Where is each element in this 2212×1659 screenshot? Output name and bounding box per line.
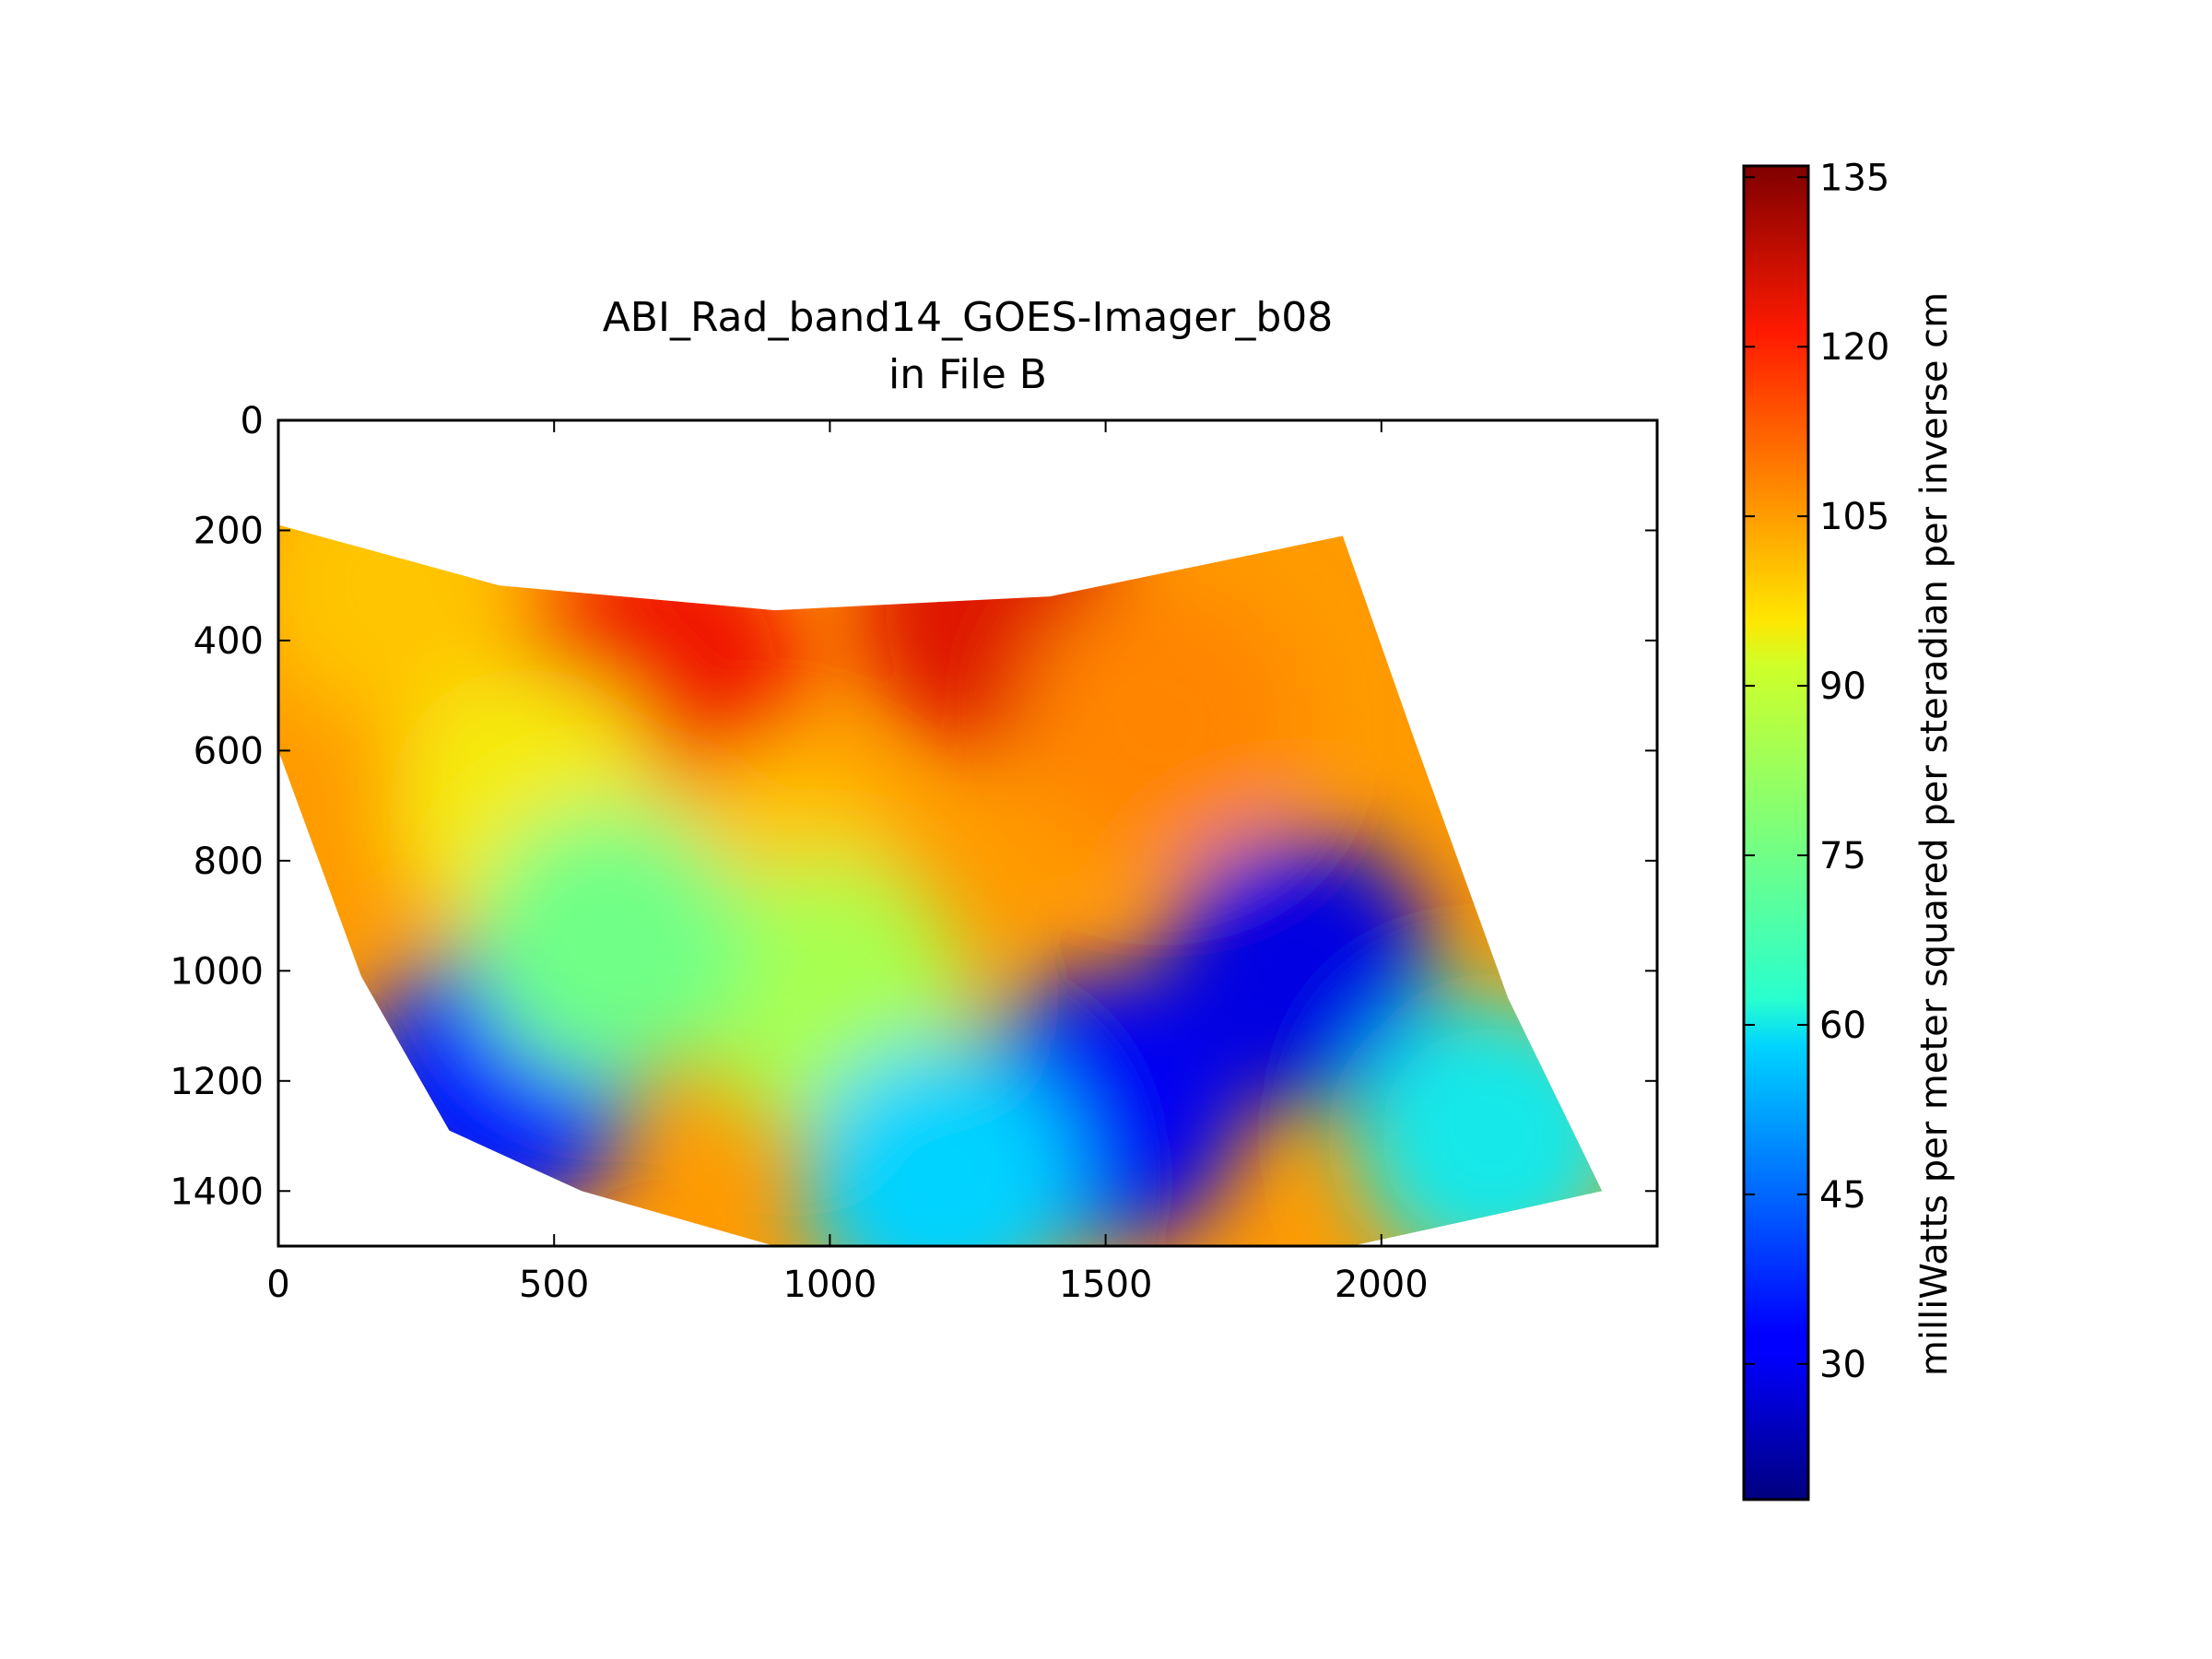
colorbar-tick-label: 45 — [1819, 1174, 1866, 1217]
colorbar-tick-label: 135 — [1819, 157, 1889, 199]
x-tick-label: 2000 — [1335, 1264, 1429, 1306]
colorbar-tick-label: 105 — [1819, 496, 1889, 538]
heatmap-swath — [278, 524, 1603, 1246]
plot-frame — [276, 418, 1659, 1248]
x-tick-label: 0 — [266, 1264, 289, 1306]
value-region — [1353, 997, 1603, 1246]
chart-title-line-2: in File B — [888, 351, 1047, 398]
value-region — [1022, 584, 1300, 862]
colorbar-tick-label: 60 — [1819, 1005, 1866, 1047]
y-tick-label: 400 — [194, 620, 264, 663]
value-region — [278, 524, 527, 724]
y-tick-label: 200 — [194, 510, 264, 552]
value-region — [802, 1041, 1079, 1246]
y-tick-label: 600 — [194, 730, 264, 772]
colorbar-ticks: 30 45 60 75 90 105 120 135 — [1744, 157, 1889, 1386]
value-region — [1160, 832, 1437, 1110]
y-tick-label: 800 — [194, 841, 264, 883]
x-axis: 0 500 1000 1500 2000 — [266, 420, 1429, 1306]
value-region — [471, 805, 747, 1082]
y-tick-label: 1000 — [170, 950, 264, 993]
x-tick-label: 1000 — [783, 1264, 877, 1306]
chart-title-line-1: ABI_Rad_band14_GOES-Imager_b08 — [603, 294, 1334, 341]
x-tick-label: 1500 — [1059, 1264, 1153, 1306]
colorbar-tick-label: 30 — [1819, 1344, 1866, 1386]
colorbar-tick-label: 75 — [1819, 835, 1866, 877]
colorbar-tick-label: 120 — [1819, 326, 1889, 369]
y-tick-label: 0 — [241, 400, 264, 442]
y-tick-label: 1400 — [170, 1171, 264, 1213]
colorbar-label: milliWatts per meter squared per steradi… — [1913, 292, 1956, 1376]
y-tick-label: 1200 — [170, 1061, 264, 1103]
x-tick-label: 500 — [519, 1264, 589, 1306]
colorbar — [1742, 164, 1810, 1501]
y-axis: 0 200 400 600 800 1000 1200 1400 — [170, 400, 1657, 1213]
colorbar-tick-label: 90 — [1819, 665, 1866, 708]
